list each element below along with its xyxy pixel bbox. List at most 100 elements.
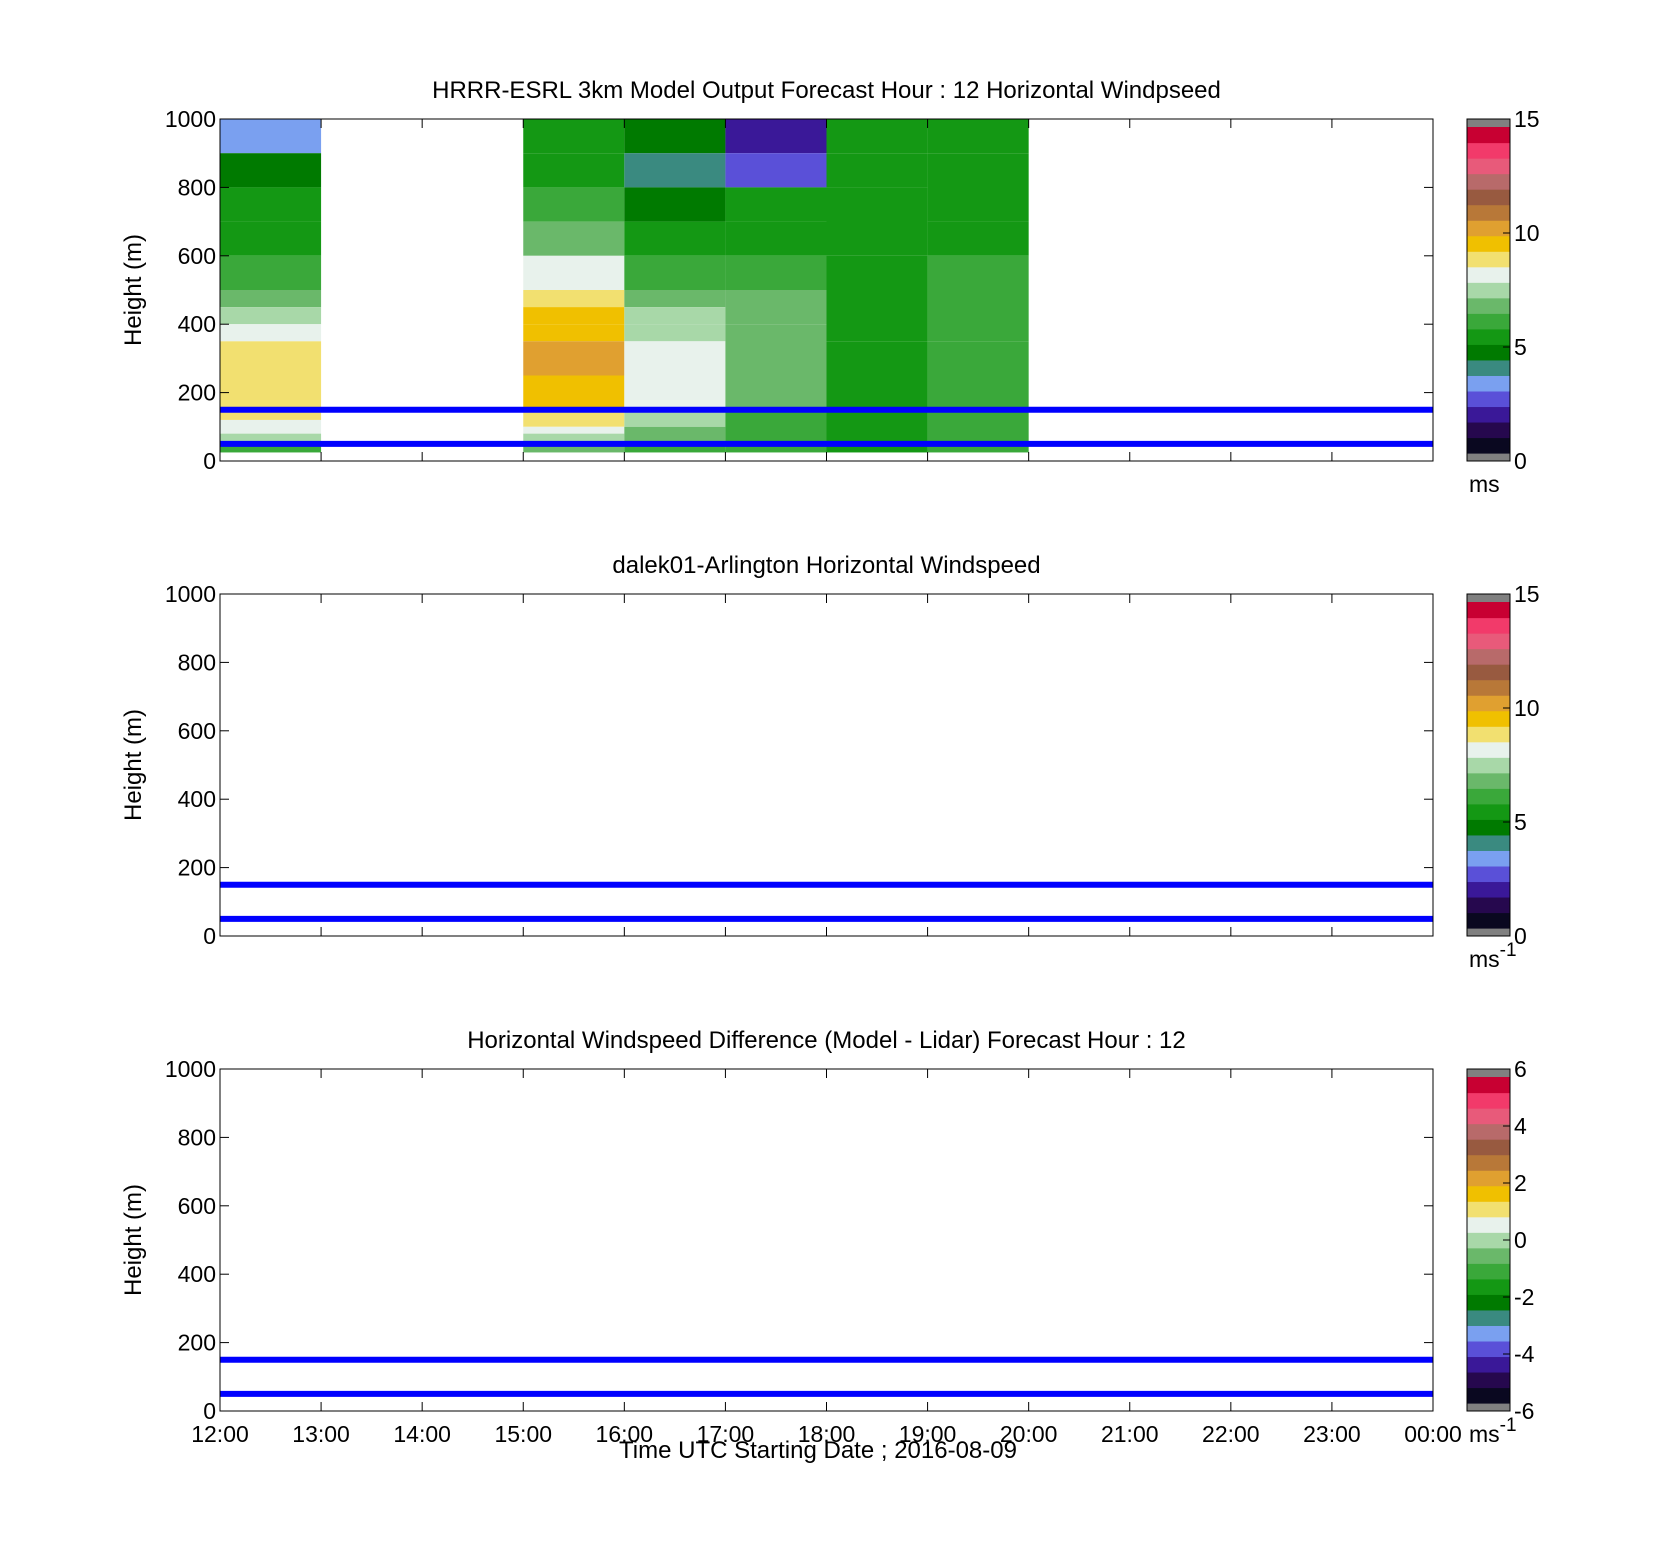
heatmap-cell <box>220 433 322 443</box>
y-tick-label: 0 <box>203 923 216 949</box>
y-tick-label: 200 <box>178 1330 216 1356</box>
colorbar-unit-label: ms-1 <box>1469 1415 1517 1447</box>
colorbar-segment <box>1467 313 1510 330</box>
heatmap-cell <box>725 153 827 188</box>
colorbar-segment <box>1467 266 1510 283</box>
colorbar-segment <box>1467 1185 1510 1202</box>
colorbar-tick-label: -6 <box>1514 1398 1534 1424</box>
heatmap-cell <box>523 153 625 188</box>
colorbar-tick-label: 15 <box>1514 106 1540 132</box>
colorbar-segment <box>1467 127 1510 144</box>
colorbar-segment <box>1467 1216 1510 1233</box>
y-tick-label: 800 <box>178 649 216 675</box>
y-tick-label: 400 <box>178 311 216 337</box>
heatmap-cell <box>624 187 726 222</box>
colorbar-segment <box>1467 297 1510 314</box>
chart-title: Horizontal Windspeed Difference (Model -… <box>467 1027 1186 1054</box>
colorbar-segment <box>1467 189 1510 206</box>
colorbar-segment <box>1467 1278 1510 1295</box>
y-tick-label: 200 <box>178 380 216 406</box>
heatmap-cell <box>725 119 827 154</box>
heatmap-cell <box>725 443 827 453</box>
colorbar-unit-label: ms-1 <box>1469 940 1517 972</box>
y-tick-label: 200 <box>178 855 216 881</box>
colorbar-segment <box>1467 617 1510 634</box>
colorbar-cap-bottom <box>1467 453 1510 461</box>
x-tick-label: 16:00 <box>596 1421 654 1447</box>
colorbar-tick-label: 2 <box>1514 1170 1527 1196</box>
colorbar-segment <box>1467 1247 1510 1264</box>
heatmap-cell <box>523 221 625 256</box>
heatmap-cell <box>523 119 625 154</box>
y-tick-label: 400 <box>178 1261 216 1287</box>
x-tick-label: 22:00 <box>1202 1421 1260 1447</box>
colorbar-segment <box>1467 235 1510 252</box>
colorbar-segment <box>1467 1108 1510 1125</box>
colorbar-segment <box>1467 881 1510 898</box>
colorbar-segment <box>1467 710 1510 727</box>
colorbar-segment <box>1467 282 1510 299</box>
heatmap-cell <box>826 341 928 410</box>
x-tick-label: 00:00 <box>1404 1421 1462 1447</box>
colorbar-segment <box>1467 757 1510 774</box>
heatmap-cell <box>624 375 726 410</box>
heatmap-cell <box>624 307 726 325</box>
colorbar-segment <box>1467 648 1510 665</box>
colorbar-segment <box>1467 1263 1510 1280</box>
heatmap-cell <box>624 426 726 443</box>
colorbar-tick-label: 4 <box>1514 1113 1527 1139</box>
colorbar-tick-label: 10 <box>1514 220 1540 246</box>
heatmap-cell <box>725 375 827 410</box>
x-axis-label: Time UTC Starting Date ; 2016-08-09 <box>619 1437 1017 1464</box>
colorbar-frame <box>1466 118 1511 462</box>
y-axis-label: Height (m) <box>120 709 147 821</box>
heatmap-cell <box>725 324 827 376</box>
colorbar-tick-label: 15 <box>1514 581 1540 607</box>
x-tick-label: 13:00 <box>292 1421 350 1447</box>
colorbar-segment <box>1467 359 1510 376</box>
heatmap-cell <box>523 255 625 290</box>
colorbar-segment <box>1467 173 1510 190</box>
heatmap-cell <box>624 221 726 256</box>
y-axis-label: Height (m) <box>120 234 147 346</box>
colorbar-segment <box>1467 695 1510 712</box>
x-tick-label: 23:00 <box>1303 1421 1361 1447</box>
x-tick-label: 18:00 <box>798 1421 856 1447</box>
heatmap-cell <box>826 119 928 154</box>
colorbar-segment <box>1467 1294 1510 1311</box>
chart-panel-1: HRRR-ESRL 3km Model Output Forecast Hour… <box>120 77 1540 497</box>
colorbar-segment <box>1467 865 1510 883</box>
chart-title: HRRR-ESRL 3km Model Output Forecast Hour… <box>432 77 1221 104</box>
colorbar-tick-label: 0 <box>1514 923 1527 949</box>
colorbar-segment <box>1467 375 1510 392</box>
colorbar-segment <box>1467 633 1510 650</box>
colorbar-cap-top <box>1467 1069 1510 1077</box>
colorbar-tick-label: 0 <box>1514 448 1527 474</box>
y-tick-label: 600 <box>178 1193 216 1219</box>
heatmap-cell <box>725 221 827 256</box>
heatmap-cell <box>927 221 1029 256</box>
colorbar-segment <box>1467 390 1510 408</box>
heatmap-cell <box>523 187 625 222</box>
colorbar-frame <box>1466 593 1511 937</box>
y-tick-label: 400 <box>178 786 216 812</box>
colorbar-segment <box>1467 912 1510 929</box>
heatmap-cell <box>624 341 726 376</box>
chart-panel-2: dalek01-Arlington Horizontal Windspeed 0 2… <box>120 552 1540 972</box>
colorbar-segment <box>1467 1077 1510 1094</box>
heatmap-cell <box>523 426 625 434</box>
colorbar-segment <box>1467 1170 1510 1187</box>
heatmap-cell <box>220 119 322 154</box>
colorbar-segment <box>1467 1371 1510 1389</box>
colorbar-segment <box>1467 406 1510 423</box>
x-tick-label: 20:00 <box>1000 1421 1058 1447</box>
heatmap-cell <box>624 324 726 342</box>
heatmap-cell <box>523 375 625 410</box>
heatmap-cell <box>725 255 827 290</box>
x-tick-label: 21:00 <box>1101 1421 1159 1447</box>
colorbar-unit-label: ms <box>1469 471 1500 497</box>
heatmap-cell <box>725 187 827 222</box>
heatmap-cell <box>725 409 827 443</box>
colorbar-segment <box>1467 679 1510 696</box>
colorbar-segment <box>1467 1309 1510 1326</box>
